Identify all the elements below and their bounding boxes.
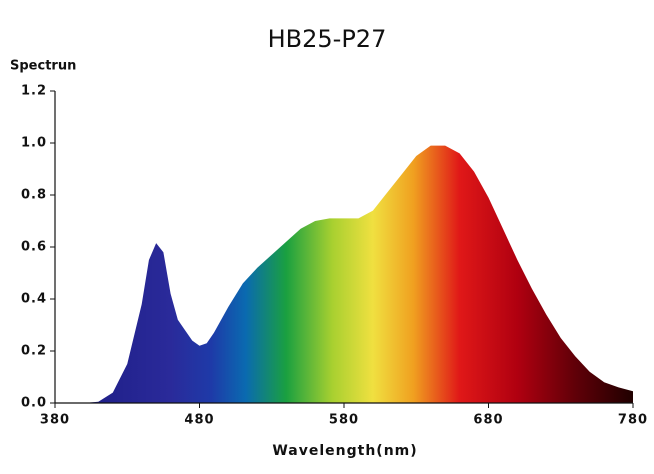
y-tick-label: 0.0 xyxy=(21,396,47,411)
x-tick-label: 680 xyxy=(473,413,503,428)
y-tick-label: 1.0 xyxy=(21,136,47,151)
x-axis-label: Wavelength(nm) xyxy=(272,443,417,459)
y-tick-label: 0.4 xyxy=(21,292,47,307)
x-tick-label: 380 xyxy=(40,413,70,428)
spectrum-area xyxy=(55,145,633,403)
y-axis-label: Spectrun xyxy=(10,59,76,74)
x-tick-label: 580 xyxy=(329,413,359,428)
chart-title: HB25-P27 xyxy=(268,25,387,53)
y-tick-label: 1.2 xyxy=(21,84,47,99)
y-tick-label: 0.2 xyxy=(21,344,47,359)
y-tick-label: 0.6 xyxy=(21,240,47,255)
x-tick-label: 480 xyxy=(184,413,214,428)
y-tick-label: 0.8 xyxy=(21,188,47,203)
x-tick-label: 780 xyxy=(618,413,648,428)
